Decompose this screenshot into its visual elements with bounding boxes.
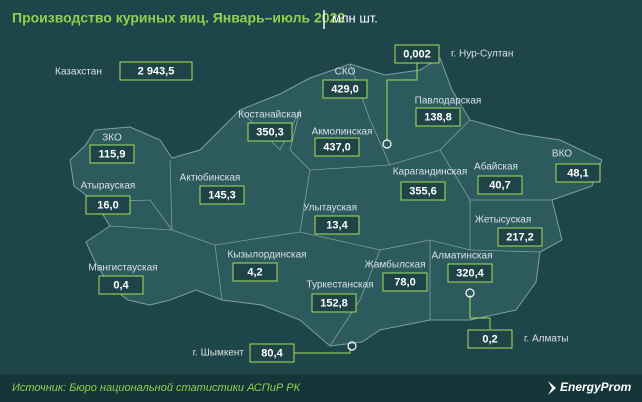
value: 152,8 [320,297,348,309]
value-box [311,293,357,313]
value-box [497,227,543,247]
value-box [477,175,523,195]
value: 355,6 [409,185,437,197]
value: 0,4 [113,279,129,291]
value: 48,1 [567,167,588,179]
region-name: Павлодарская [415,96,482,107]
city-marker [347,341,357,351]
value: 320,4 [456,267,484,279]
source: Источник: Бюро национальной статистики А… [12,382,301,394]
footer-bar [0,374,642,402]
connector [386,63,418,140]
value-box [98,275,144,295]
region-name: г. Шымкент [193,348,245,359]
city-marker [382,139,392,149]
value: 4,2 [247,266,262,278]
region-name: г. Алматы [524,334,568,345]
value: 138,8 [424,111,452,123]
value-box [415,107,461,127]
region-name: Кызылординская [227,250,306,261]
region-name: ЗКО [102,133,122,144]
value-box [232,262,278,282]
region-name: Костанайская [238,110,302,121]
value: 0,2 [482,333,497,345]
value: 78,0 [394,276,415,288]
unit: млн шт. [332,10,378,25]
total-name: Казахстан [55,67,102,78]
title: Производство куриных яиц. Январь–июль 20… [12,10,345,26]
value-box [314,137,360,157]
city-marker [465,288,475,298]
value: 2 943,5 [138,65,175,77]
value: 13,4 [326,219,348,231]
value-box [89,144,135,164]
region-name: Жамбылская [365,259,426,271]
region-name: Атырауская [81,181,136,192]
region-name: Абайская [474,161,518,173]
value: 115,9 [99,148,126,160]
value-box [199,185,245,205]
value: 145,3 [208,189,236,201]
value-box [322,79,368,99]
logo: EnergyProm [560,380,632,394]
region-borders [94,63,552,347]
value: 80,4 [261,347,283,359]
region-name: Жетысуская [475,215,532,226]
value-box [314,215,360,235]
value: 16,0 [97,199,118,211]
logo-icon [548,381,556,395]
region-name: Акмолинская [312,127,373,138]
region-name: Алматинская [432,251,493,262]
value: 40,7 [489,179,510,191]
region-name: ВКО [552,149,572,160]
connector [469,295,491,330]
value-box [382,272,428,292]
region-name: Мангистауская [88,263,157,274]
value-box [447,263,493,283]
value-box [247,122,293,142]
region-name: Туркестанская [306,280,373,291]
value-box [85,195,131,215]
region-name: Улытауская [303,203,357,214]
region-name: Актюбинская [180,172,241,184]
value: 217,2 [506,231,534,243]
value-box [400,181,446,201]
value: 0,002 [403,48,431,60]
value: 437,0 [323,141,351,153]
region-name: СКО [335,67,356,78]
value: 429,0 [331,83,359,95]
value-box [119,61,193,81]
value: 350,3 [256,126,284,138]
labels: Казахстан 2 943,5 СКО 429,0 г. Нур-Султан 0,0… [55,44,601,363]
region-name: г. Нур-Султан [451,49,513,60]
region-name: Карагандинская [393,167,468,178]
value-box [555,163,601,183]
